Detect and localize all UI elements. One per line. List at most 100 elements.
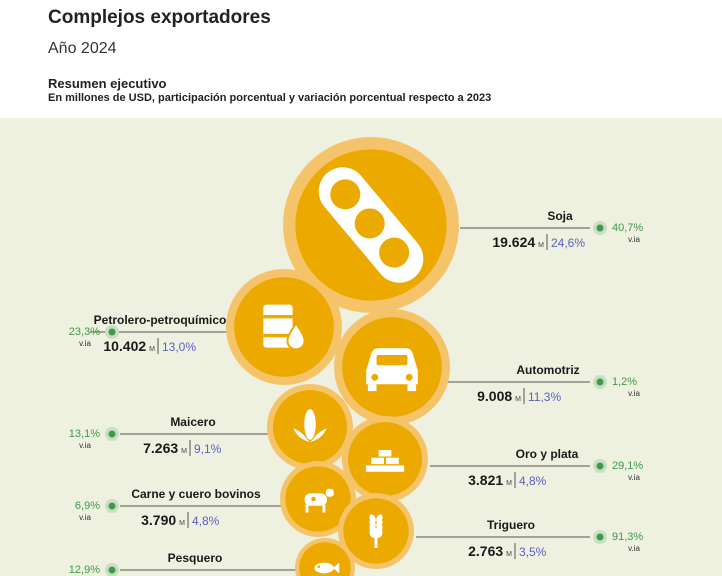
oil-barrel-icon <box>263 304 306 351</box>
bubble-car: Automotriz 9.008 M 11,3% 1,2%v.ia <box>334 309 640 425</box>
variation-dot <box>596 533 604 541</box>
fish-tail <box>333 562 340 574</box>
category-label: Maicero <box>170 415 215 429</box>
value-number: 2.763 <box>468 543 503 559</box>
value-number: 7.263 <box>143 440 178 456</box>
value-label: 3.790 M <box>141 512 185 528</box>
category-label: Triguero <box>487 518 535 532</box>
variation-label: 40,7% <box>612 222 643 234</box>
variation-dot <box>596 462 604 470</box>
bubble-inner <box>348 422 422 496</box>
barrel-band <box>263 314 293 319</box>
car-icon <box>366 348 418 392</box>
corn-leaf <box>293 428 310 443</box>
value-label: 3.821 M <box>468 472 512 488</box>
bubble-wheat: Triguero 2.763 M 3,5% 91,3%v.ia <box>338 493 643 569</box>
share-label: 11,3% <box>528 390 561 404</box>
value-unit: M <box>149 346 155 353</box>
bubble-soy-pod: Soja 19.624 M 24,6% 40,7%v.ia <box>283 137 643 313</box>
variation-unit: v.ia <box>628 544 640 553</box>
variation-label: 1,2% <box>612 376 637 388</box>
gold-bar <box>371 457 384 465</box>
variation-dot <box>108 502 116 510</box>
cow-leg <box>322 504 326 513</box>
chart-subtitle: En millones de USD, participación porcen… <box>48 92 492 104</box>
variation-label: 29,1% <box>612 460 643 472</box>
year-label: Año 2024 <box>48 40 117 57</box>
cow-head <box>325 488 334 497</box>
variation-unit: v.ia <box>628 235 640 244</box>
cow-icon <box>304 488 334 513</box>
variation-unit: v.ia <box>628 389 640 398</box>
value-unit: M <box>515 396 521 403</box>
value-number: 9.008 <box>477 388 512 404</box>
value-unit: M <box>538 242 544 249</box>
car-window <box>376 354 408 366</box>
oil-drop <box>286 321 306 351</box>
car-light <box>405 373 413 381</box>
wheat-grain <box>376 529 383 539</box>
share-label: 4,8% <box>519 474 547 488</box>
corn-cob <box>304 409 316 440</box>
soy-pod-icon <box>318 167 424 283</box>
value-label: 7.263 M <box>143 440 187 456</box>
variation-dot <box>108 328 116 336</box>
variation-label: 13,1% <box>69 428 100 440</box>
bubble-gold-bars: Oro y plata 3.821 M 4,8% 29,1%v.ia <box>342 416 643 502</box>
gold-bars-icon <box>365 450 405 472</box>
value-unit: M <box>506 551 512 558</box>
value-label: 9.008 M <box>477 388 521 404</box>
gold-bar <box>378 450 392 457</box>
value-number: 10.402 <box>103 338 146 354</box>
variation-unit: v.ia <box>628 473 640 482</box>
soy-bean-2 <box>379 237 410 268</box>
barrel-band <box>263 333 293 338</box>
value-number: 3.821 <box>468 472 503 488</box>
bubble-cow: Carne y cuero bovinos 3.790 M 4,8% 6,9%v.ia <box>75 461 356 537</box>
variation-unit: v.ia <box>79 513 91 522</box>
share-label: 24,6% <box>551 236 585 250</box>
variation-unit: v.ia <box>79 441 91 450</box>
value-label: 2.763 M <box>468 543 512 559</box>
soy-bean-1 <box>354 208 385 239</box>
share-label: 4,8% <box>192 514 220 528</box>
category-label: Soja <box>547 209 573 223</box>
variation-dot <box>596 224 604 232</box>
section-title: Resumen ejecutivo <box>48 76 167 91</box>
category-label: Oro y plata <box>516 447 579 461</box>
value-number: 19.624 <box>492 234 535 250</box>
value-unit: M <box>181 448 187 455</box>
bubble-oil-barrel: Petrolero-petroquímico 10.402 M 13,0% 23,3%v… <box>69 269 342 385</box>
variation-label: 23,3% <box>69 326 100 338</box>
fish-body <box>314 562 334 574</box>
bubble-corn: Maicero 7.263 M 9,1% 13,1%v.ia <box>69 384 353 470</box>
page-title: Complejos exportadores <box>48 7 271 28</box>
wheat-stem <box>374 527 378 548</box>
corn-icon <box>293 409 327 443</box>
fish-icon <box>314 562 340 574</box>
corn-leaf <box>310 428 327 443</box>
share-label: 3,5% <box>519 545 547 559</box>
gold-bar <box>386 457 399 465</box>
value-number: 3.790 <box>141 512 176 528</box>
cow-leg <box>305 504 309 513</box>
value-unit: M <box>179 520 185 527</box>
value-label: 10.402 M <box>103 338 155 354</box>
wheat-icon <box>369 514 383 548</box>
category-label: Petrolero-petroquímico <box>94 313 227 327</box>
value-unit: M <box>506 480 512 487</box>
car-light <box>371 373 379 381</box>
category-label: Automotriz <box>516 363 579 377</box>
cow-body <box>304 493 328 506</box>
car-wheel <box>407 384 417 392</box>
variation-unit: v.ia <box>79 339 91 348</box>
variation-dot <box>108 566 116 574</box>
soy-pod-shape <box>318 167 424 283</box>
variation-dot <box>108 430 116 438</box>
category-label: Carne y cuero bovinos <box>131 487 261 501</box>
gold-bar <box>365 465 405 472</box>
soy-bean-0 <box>330 179 361 210</box>
variation-label: 6,9% <box>75 500 100 512</box>
